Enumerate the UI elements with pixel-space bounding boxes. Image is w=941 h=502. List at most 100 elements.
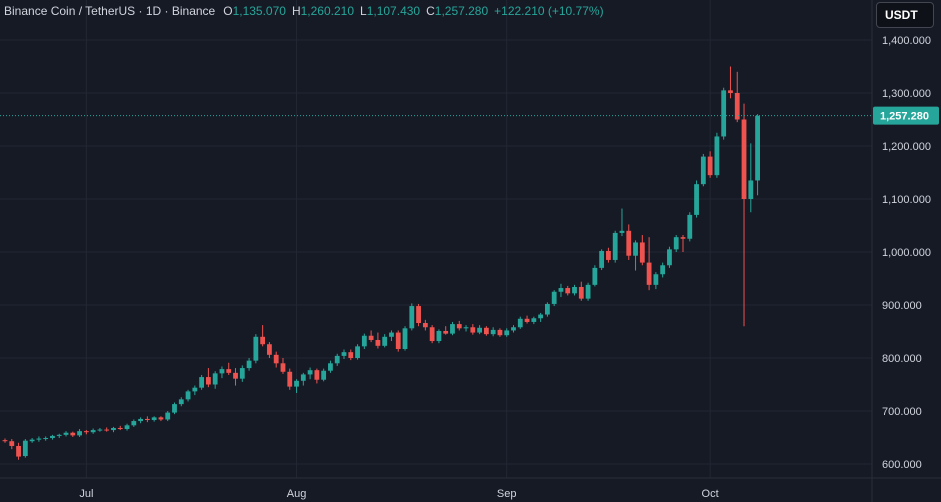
candle-body[interactable] — [660, 265, 666, 275]
candle-body[interactable] — [2, 440, 8, 442]
candle-body[interactable] — [633, 242, 638, 256]
candle-body[interactable] — [361, 335, 367, 347]
candle-body[interactable] — [511, 327, 516, 331]
candle-body[interactable] — [402, 328, 408, 349]
candle-body[interactable] — [741, 119, 747, 200]
candle-body[interactable] — [144, 418, 150, 421]
candle-body[interactable] — [626, 230, 632, 256]
candle-body[interactable] — [226, 369, 232, 373]
candle-body[interactable] — [531, 318, 537, 322]
candle-body[interactable] — [253, 336, 259, 361]
candle-body[interactable] — [585, 284, 591, 299]
candle-body[interactable] — [9, 441, 15, 446]
candle-body[interactable] — [314, 370, 320, 380]
candle-body[interactable] — [165, 412, 171, 420]
candle-body[interactable] — [592, 267, 598, 285]
candle-body[interactable] — [192, 387, 198, 392]
candle-body[interactable] — [667, 249, 672, 266]
candle-body[interactable] — [63, 432, 69, 435]
candle-body[interactable] — [409, 306, 415, 329]
candle-body[interactable] — [728, 90, 733, 93]
candle-body[interactable] — [111, 427, 116, 431]
candle-body[interactable] — [158, 417, 164, 420]
candle-body[interactable] — [294, 380, 299, 387]
candle-body[interactable] — [639, 242, 645, 263]
candle-body[interactable] — [517, 318, 523, 328]
candle-body[interactable] — [77, 431, 82, 436]
candle-body[interactable] — [267, 344, 272, 355]
candle-body[interactable] — [578, 286, 584, 299]
candle-body[interactable] — [497, 329, 503, 336]
candle-body[interactable] — [429, 327, 435, 342]
candle-body[interactable] — [470, 327, 476, 333]
candle-body[interactable] — [680, 237, 686, 239]
candle-body[interactable] — [714, 136, 720, 176]
candle-body[interactable] — [321, 370, 327, 380]
currency-button[interactable]: USDT — [876, 2, 934, 28]
candle-body[interactable] — [124, 425, 130, 430]
candle-body[interactable] — [687, 214, 693, 239]
candle-body[interactable] — [348, 352, 354, 358]
candle-body[interactable] — [490, 329, 496, 335]
candle-body[interactable] — [341, 352, 347, 356]
candle-body[interactable] — [551, 291, 557, 304]
candle-body[interactable] — [612, 232, 618, 260]
candle-body[interactable] — [50, 435, 55, 439]
candle-body[interactable] — [260, 336, 266, 345]
candle-body[interactable] — [456, 324, 462, 329]
candle-body[interactable] — [117, 427, 123, 430]
candle-body[interactable] — [246, 360, 252, 369]
candle-body[interactable] — [504, 330, 510, 336]
candle-body[interactable] — [599, 250, 605, 268]
candle-body[interactable] — [300, 374, 306, 381]
candle-body[interactable] — [436, 330, 442, 342]
candle-body[interactable] — [328, 363, 333, 371]
candle-body[interactable] — [97, 429, 103, 431]
candle-body[interactable] — [104, 429, 110, 431]
candle-body[interactable] — [219, 369, 225, 374]
candle-body[interactable] — [43, 438, 49, 440]
candle-body[interactable] — [524, 318, 530, 322]
candle-body[interactable] — [22, 440, 28, 457]
candle-body[interactable] — [572, 286, 577, 294]
candle-body[interactable] — [538, 314, 544, 319]
candle-body[interactable] — [178, 399, 184, 405]
candle-body[interactable] — [653, 274, 659, 285]
candle-body[interactable] — [90, 430, 96, 433]
candle-body[interactable] — [395, 332, 401, 349]
candle-body[interactable] — [131, 421, 137, 426]
candle-body[interactable] — [151, 417, 157, 421]
candle-body[interactable] — [734, 93, 740, 120]
candle-body[interactable] — [375, 339, 381, 346]
candle-body[interactable] — [748, 180, 754, 199]
candle-body[interactable] — [83, 431, 89, 433]
candle-body[interactable] — [463, 327, 469, 329]
candle-body[interactable] — [646, 262, 652, 285]
candle-body[interactable] — [199, 377, 205, 388]
candle-body[interactable] — [422, 323, 428, 328]
candle-body[interactable] — [368, 335, 374, 340]
candle-body[interactable] — [700, 156, 706, 185]
candle-body[interactable] — [239, 368, 245, 379]
symbol-title[interactable]: Binance Coin / TetherUS · 1D · Binance — [4, 4, 216, 18]
candle-body[interactable] — [389, 332, 394, 337]
candle-body[interactable] — [16, 445, 21, 457]
candle-body[interactable] — [307, 370, 313, 375]
candle-body[interactable] — [619, 230, 625, 233]
candle-body[interactable] — [755, 115, 760, 181]
candle-body[interactable] — [56, 434, 62, 436]
candle-body[interactable] — [185, 391, 191, 400]
candle-body[interactable] — [273, 354, 279, 364]
candle-body[interactable] — [355, 346, 360, 358]
candle-body[interactable] — [545, 303, 550, 315]
candle-body[interactable] — [416, 306, 421, 324]
candle-body[interactable] — [483, 327, 489, 335]
candle-body[interactable] — [721, 90, 727, 137]
candle-body[interactable] — [280, 363, 286, 372]
candle-body[interactable] — [606, 250, 611, 260]
candle-body[interactable] — [206, 377, 211, 385]
candle-body[interactable] — [334, 355, 340, 364]
candle-body[interactable] — [694, 184, 699, 215]
candle-body[interactable] — [558, 288, 564, 292]
